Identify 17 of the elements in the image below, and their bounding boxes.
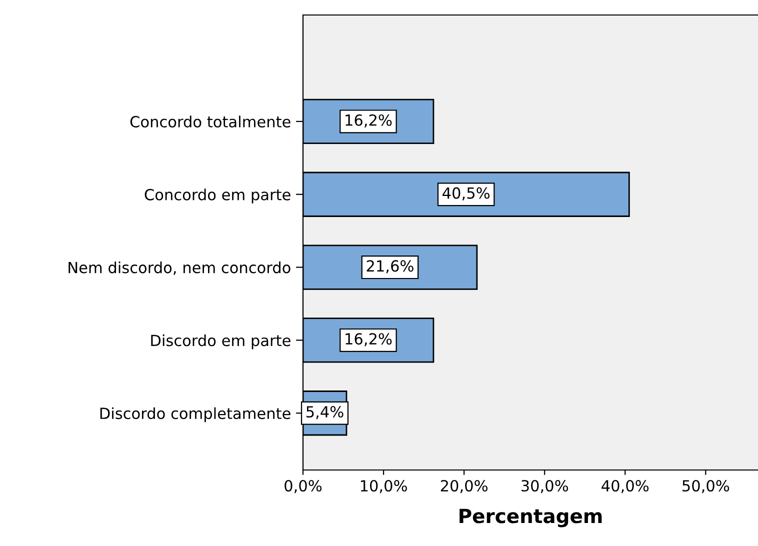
y-tick-label: Nem discordo, nem concordo: [68, 261, 290, 275]
data-label: 16,2%: [346, 114, 392, 128]
x-tick-label: 40,0%: [602, 480, 649, 494]
y-tick-label: Concordo totalmente: [130, 116, 290, 128]
x-tick-label: 30,0%: [521, 480, 568, 494]
x-tick-label: 20,0%: [440, 480, 488, 494]
data-label: 5,4%: [306, 406, 344, 420]
x-tick-label: 10,0%: [360, 480, 407, 494]
y-tick-label: Concordo em parte: [144, 188, 290, 204]
x-axis-title: Percentagem: [460, 508, 602, 528]
x-tick-label: 50,0%: [682, 480, 730, 494]
y-tick-label: Discordo em parte: [151, 334, 290, 350]
y-tick-label: Discordo completamente: [100, 407, 290, 422]
data-label: 21,6%: [366, 260, 414, 274]
data-label: 40,5%: [442, 187, 490, 200]
data-label: 16,2%: [346, 333, 392, 346]
x-tick-label: 0,0%: [284, 480, 322, 494]
